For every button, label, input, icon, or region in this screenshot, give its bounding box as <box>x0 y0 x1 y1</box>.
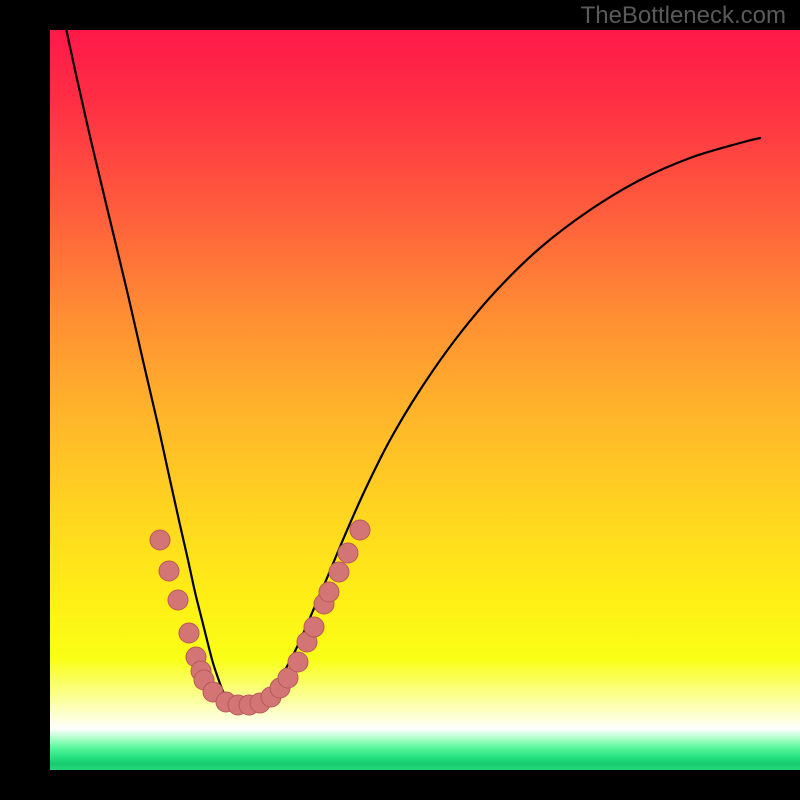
main-curve <box>60 0 760 704</box>
data-marker <box>338 543 358 563</box>
curve-layer <box>50 30 800 770</box>
data-marker <box>168 590 188 610</box>
data-marker <box>150 530 170 550</box>
plot-area <box>50 30 800 770</box>
watermark-text: TheBottleneck.com <box>581 2 786 30</box>
data-marker <box>159 561 179 581</box>
chart-root: TheBottleneck.com <box>0 0 800 800</box>
data-marker <box>304 617 324 637</box>
data-marker <box>288 652 308 672</box>
data-marker <box>329 562 349 582</box>
data-marker <box>350 520 370 540</box>
data-marker <box>179 623 199 643</box>
data-marker <box>319 582 339 602</box>
